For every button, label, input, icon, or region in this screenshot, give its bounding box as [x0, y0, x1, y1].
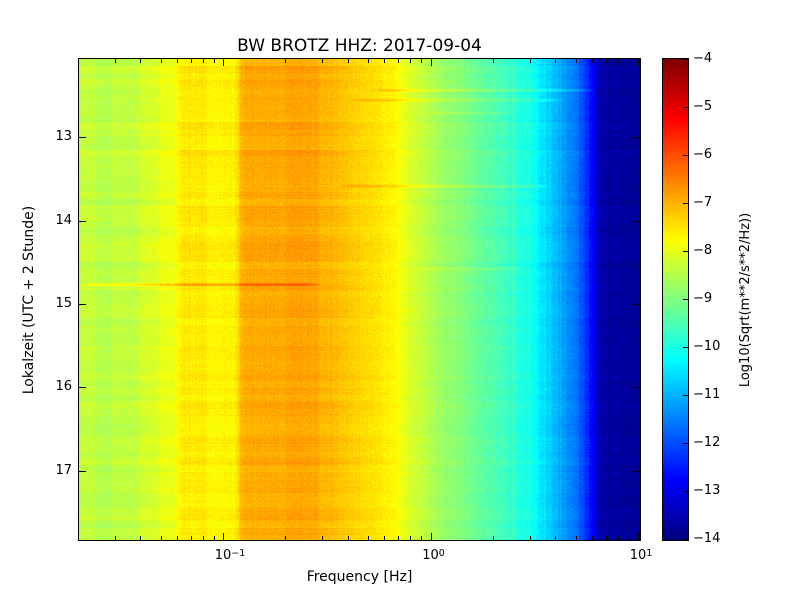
colorbar-tick-label: −11 — [693, 387, 721, 402]
colorbar-tick-label: −13 — [693, 483, 721, 498]
y-tick-label: 16 — [55, 379, 72, 395]
chart-title: BW BROTZ HHZ: 2017-09-04 — [237, 36, 482, 56]
colorbar-gradient — [663, 59, 688, 540]
colorbar-tick-label: −8 — [693, 243, 713, 258]
colorbar-tick-label: −6 — [693, 147, 713, 162]
y-tick-label: 13 — [55, 129, 72, 145]
x-tick-label: 10 −1 — [214, 548, 246, 563]
colorbar-tick-label: −4 — [693, 51, 713, 66]
spectrogram-heatmap — [79, 59, 640, 540]
x-tick-label: 10 0 — [422, 548, 445, 563]
colorbar-tick-label: −7 — [693, 195, 713, 210]
colorbar-tick-label: −10 — [693, 339, 721, 354]
colorbar-tick-label: −5 — [693, 99, 713, 114]
x-tick-label: 10 1 — [629, 548, 653, 563]
colorbar-tick-label: −12 — [693, 435, 721, 450]
colorbar — [662, 58, 689, 541]
colorbar-tick-label: −9 — [693, 291, 713, 306]
y-tick-label: 14 — [55, 212, 72, 228]
y-tick-label: 15 — [55, 296, 72, 312]
colorbar-tick-label: −14 — [693, 531, 721, 546]
x-axis-label: Frequency [Hz] — [306, 569, 413, 585]
plot-area — [78, 58, 641, 541]
y-tick-label: 17 — [55, 462, 72, 478]
